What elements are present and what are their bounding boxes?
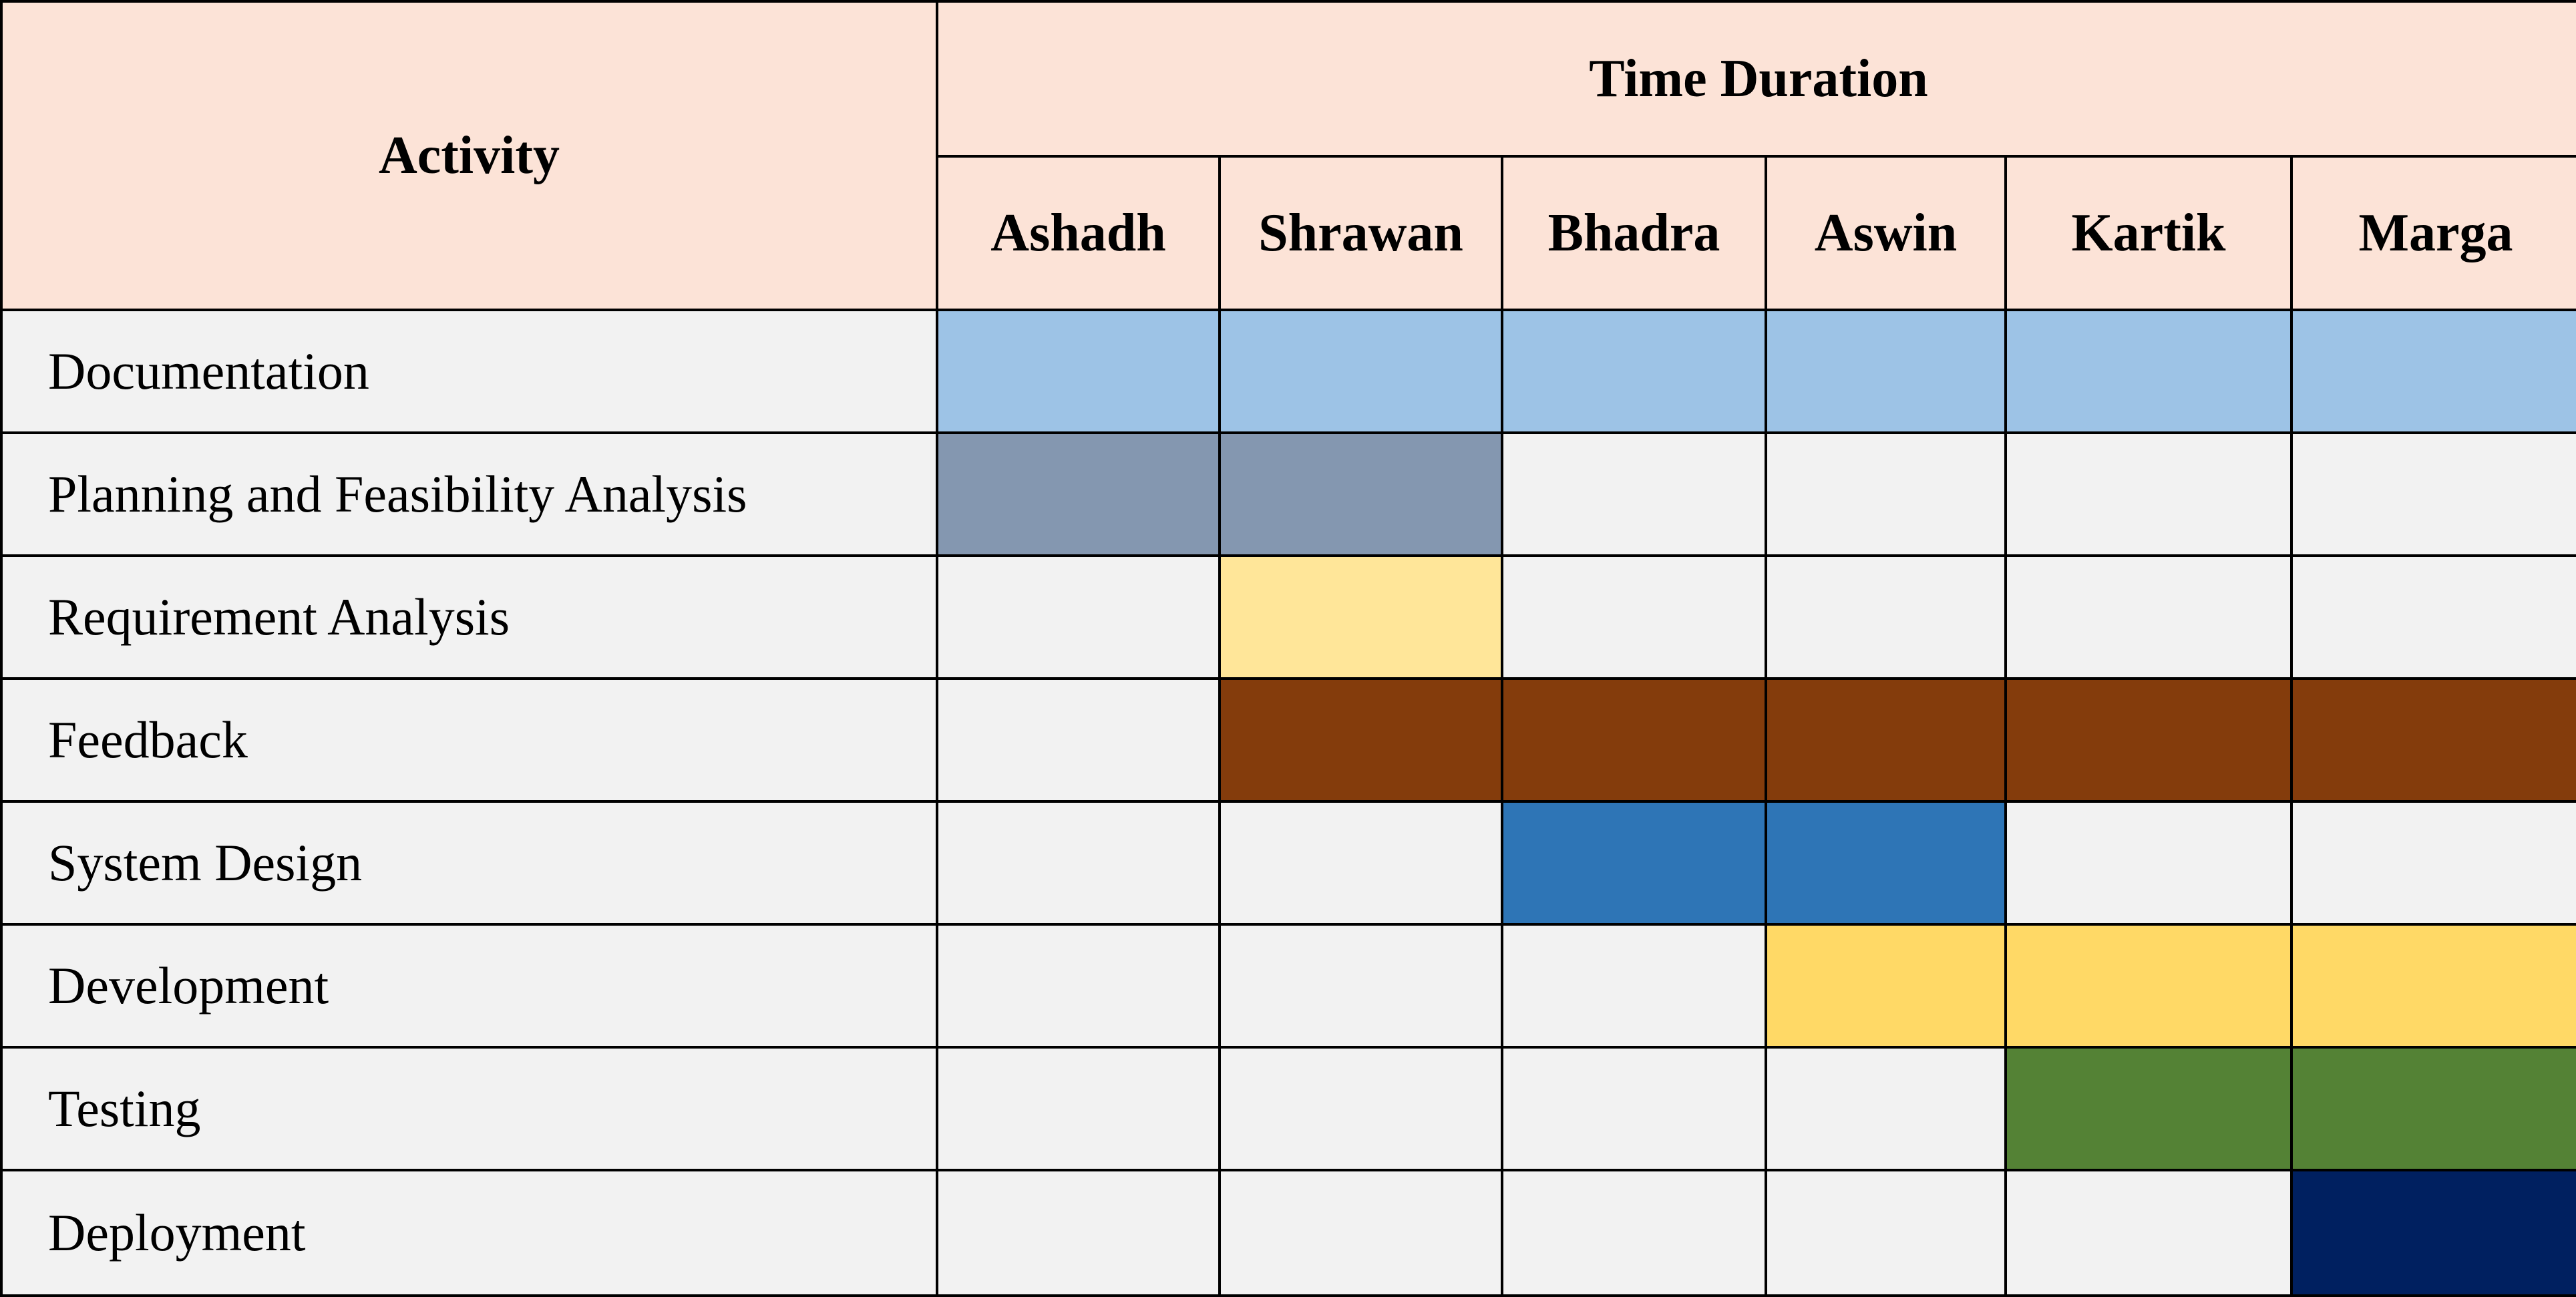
bar-segment-system-design-bhadra bbox=[1503, 803, 1767, 926]
month-header-aswin: Aswin bbox=[1767, 158, 2007, 311]
empty-cell-development-ashadh bbox=[938, 926, 1221, 1049]
bar-segment-testing-kartik bbox=[2007, 1049, 2293, 1171]
empty-cell-system-design-kartik bbox=[2007, 803, 2293, 926]
bar-segment-planning-and-feasibility-analysis-ashadh bbox=[938, 434, 1221, 557]
empty-cell-requirement-analysis-ashadh bbox=[938, 557, 1221, 680]
empty-cell-planning-and-feasibility-analysis-kartik bbox=[2007, 434, 2293, 557]
activity-label-documentation: Documentation bbox=[3, 311, 938, 434]
time-duration-header: Time Duration bbox=[938, 3, 2576, 158]
empty-cell-system-design-marga bbox=[2293, 803, 2576, 926]
empty-cell-deployment-ashadh bbox=[938, 1171, 1221, 1294]
month-header-marga: Marga bbox=[2293, 158, 2576, 311]
bar-segment-documentation-aswin bbox=[1767, 311, 2007, 434]
month-header-kartik: Kartik bbox=[2007, 158, 2293, 311]
bar-segment-feedback-marga bbox=[2293, 680, 2576, 803]
empty-cell-planning-and-feasibility-analysis-aswin bbox=[1767, 434, 2007, 557]
bar-segment-feedback-kartik bbox=[2007, 680, 2293, 803]
bar-segment-deployment-marga bbox=[2293, 1171, 2576, 1294]
empty-cell-testing-bhadra bbox=[1503, 1049, 1767, 1171]
month-header-shrawan: Shrawan bbox=[1221, 158, 1503, 311]
activity-label-planning-and-feasibility-analysis: Planning and Feasibility Analysis bbox=[3, 434, 938, 557]
empty-cell-development-shrawan bbox=[1221, 926, 1503, 1049]
bar-segment-feedback-shrawan bbox=[1221, 680, 1503, 803]
activity-label-feedback: Feedback bbox=[3, 680, 938, 803]
bar-segment-development-aswin bbox=[1767, 926, 2007, 1049]
bar-segment-documentation-kartik bbox=[2007, 311, 2293, 434]
activity-label-development: Development bbox=[3, 926, 938, 1049]
empty-cell-testing-aswin bbox=[1767, 1049, 2007, 1171]
empty-cell-requirement-analysis-aswin bbox=[1767, 557, 2007, 680]
activity-label-system-design: System Design bbox=[3, 803, 938, 926]
empty-cell-deployment-aswin bbox=[1767, 1171, 2007, 1294]
bar-segment-feedback-bhadra bbox=[1503, 680, 1767, 803]
bar-segment-system-design-aswin bbox=[1767, 803, 2007, 926]
empty-cell-planning-and-feasibility-analysis-bhadra bbox=[1503, 434, 1767, 557]
bar-segment-documentation-ashadh bbox=[938, 311, 1221, 434]
empty-cell-testing-shrawan bbox=[1221, 1049, 1503, 1171]
month-header-ashadh: Ashadh bbox=[938, 158, 1221, 311]
bar-segment-development-marga bbox=[2293, 926, 2576, 1049]
activity-header: Activity bbox=[3, 3, 938, 311]
empty-cell-deployment-shrawan bbox=[1221, 1171, 1503, 1294]
empty-cell-deployment-kartik bbox=[2007, 1171, 2293, 1294]
activity-label-testing: Testing bbox=[3, 1049, 938, 1171]
bar-segment-requirement-analysis-shrawan bbox=[1221, 557, 1503, 680]
bar-segment-feedback-aswin bbox=[1767, 680, 2007, 803]
bar-segment-documentation-bhadra bbox=[1503, 311, 1767, 434]
bar-segment-documentation-shrawan bbox=[1221, 311, 1503, 434]
bar-segment-documentation-marga bbox=[2293, 311, 2576, 434]
bar-segment-testing-marga bbox=[2293, 1049, 2576, 1171]
empty-cell-deployment-bhadra bbox=[1503, 1171, 1767, 1294]
bar-segment-development-kartik bbox=[2007, 926, 2293, 1049]
empty-cell-system-design-shrawan bbox=[1221, 803, 1503, 926]
empty-cell-planning-and-feasibility-analysis-marga bbox=[2293, 434, 2576, 557]
empty-cell-requirement-analysis-kartik bbox=[2007, 557, 2293, 680]
month-header-bhadra: Bhadra bbox=[1503, 158, 1767, 311]
empty-cell-requirement-analysis-marga bbox=[2293, 557, 2576, 680]
empty-cell-system-design-ashadh bbox=[938, 803, 1221, 926]
empty-cell-development-bhadra bbox=[1503, 926, 1767, 1049]
empty-cell-testing-ashadh bbox=[938, 1049, 1221, 1171]
bar-segment-planning-and-feasibility-analysis-shrawan bbox=[1221, 434, 1503, 557]
activity-label-deployment: Deployment bbox=[3, 1171, 938, 1294]
empty-cell-feedback-ashadh bbox=[938, 680, 1221, 803]
empty-cell-requirement-analysis-bhadra bbox=[1503, 557, 1767, 680]
activity-label-requirement-analysis: Requirement Analysis bbox=[3, 557, 938, 680]
